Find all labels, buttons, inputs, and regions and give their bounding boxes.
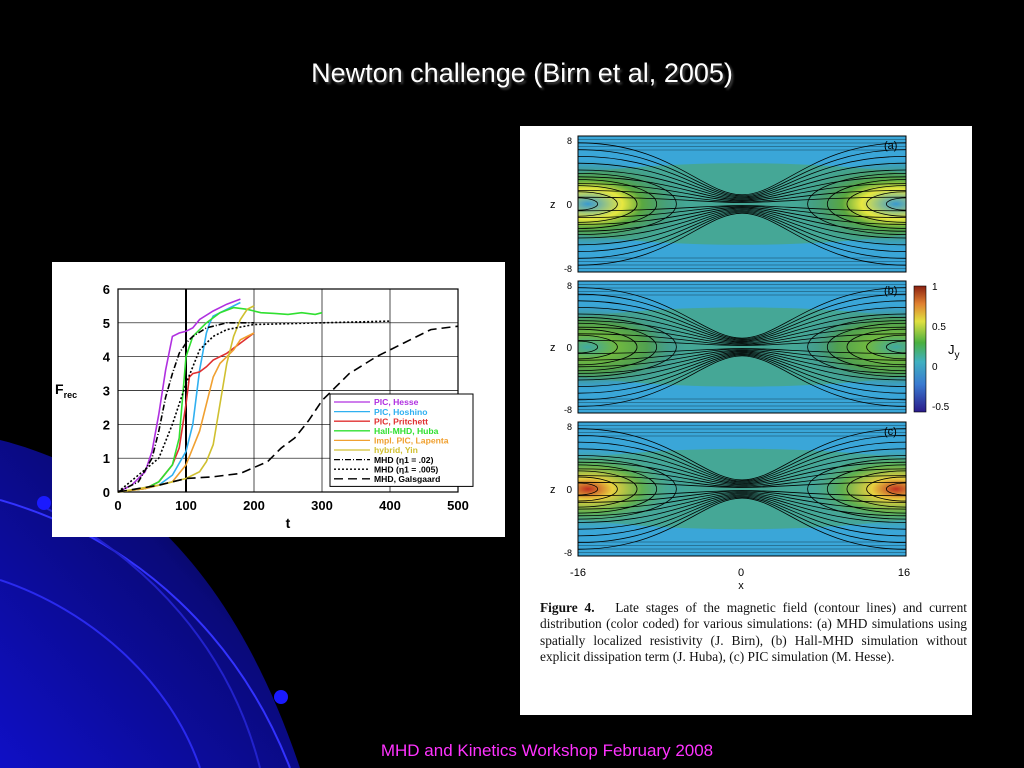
colorbar-tick: 0 [932, 362, 938, 373]
colorbar-tick: 0.5 [932, 322, 946, 333]
colorbar-tick: 1 [932, 282, 938, 293]
y-tick-label: -8 [564, 264, 572, 274]
y-tick-label: -8 [564, 405, 572, 415]
legend-entry: PIC, Pritchett [374, 416, 428, 426]
x-tick-label: 400 [379, 498, 401, 513]
y-tick-label: 5 [103, 316, 110, 331]
slide-title: Newton challenge (Birn et al, 2005) [311, 58, 733, 88]
legend-entry: MHD, Galsgaard [374, 474, 440, 484]
x-axis-label: x [738, 580, 744, 592]
y-tick-label: 0 [566, 200, 572, 211]
x-tick-label: 0 [738, 567, 744, 579]
x-tick-label: 200 [243, 498, 265, 513]
legend-entry: MHD (η1 = .005) [374, 464, 438, 474]
legend-entry: MHD (η1 = .02) [374, 455, 434, 465]
current-distribution-plots: (a) 0 8 -8 z (b) 0 8 -8 z (c) 0 8 -8 z 1 0.5 0 -0.5 Jy… [550, 135, 960, 592]
series-line-4 [117, 306, 323, 493]
series-line-9 [117, 325, 459, 493]
y-tick-label: 8 [567, 136, 572, 146]
y-tick-label: 1 [103, 451, 110, 466]
y-tick-label: 2 [103, 417, 110, 432]
figure-caption-label: Figure 4. [540, 600, 595, 615]
y-tick-label: 4 [103, 350, 111, 365]
y-axis-label-subscript: rec [64, 390, 78, 400]
y-axis-label: z [550, 342, 556, 354]
jy-panel-3: (c) 0 8 -8 z [550, 421, 907, 558]
panel-label: (a) [884, 140, 897, 152]
y-tick-label: 8 [567, 422, 572, 432]
y-tick-label: 8 [567, 281, 572, 291]
y-axis-label: z [550, 199, 556, 211]
colorbar-label: Jy [948, 342, 960, 361]
y-axis-label: z [550, 484, 556, 496]
colorbar-tick: -0.5 [932, 402, 950, 413]
legend-entry: PIC, Hoshino [374, 407, 427, 417]
slide-footer: MHD and Kinetics Workshop February 2008 [380, 741, 714, 760]
x-tick-label: 0 [114, 498, 121, 513]
series-line-8 [117, 320, 391, 493]
colorbar: 1 0.5 0 -0.5 Jy [913, 282, 960, 413]
y-axis-label: Frec [55, 381, 77, 400]
x-tick-label: 16 [898, 567, 910, 579]
y-tick-label: 0 [566, 343, 572, 354]
panel-label: (c) [884, 426, 897, 438]
legend-entry: Hall-MHD, Huba [374, 426, 439, 436]
legend-entry: PIC, Hesse [374, 397, 419, 407]
y-tick-label: 0 [103, 485, 110, 500]
x-tick-label: 100 [175, 498, 197, 513]
jy-panel-2: (b) 0 8 -8 z [550, 280, 907, 415]
x-tick-label: 300 [311, 498, 333, 513]
panel-label: (b) [884, 285, 897, 297]
reconnected-flux-chart-panel: 0 100 200 300 400 500 0 1 2 3 4 5 6 PIC, Hesse PIC, H… [52, 262, 505, 537]
current-distribution-figure: (a) 0 8 -8 z (b) 0 8 -8 z (c) 0 8 -8 z 1 0.5 0 -0.5 Jy… [520, 126, 972, 715]
y-tick-label: 0 [566, 485, 572, 496]
y-tick-label: -8 [564, 548, 572, 558]
legend-entry: hybrid, Yin [374, 445, 418, 455]
y-tick-label: 6 [103, 282, 110, 297]
legend-entry: Impl. PIC, Lapenta [374, 436, 449, 446]
jy-panel-1: (a) 0 8 -8 z [550, 135, 907, 274]
y-tick-label: 3 [103, 384, 110, 399]
figure-caption-text: Late stages of the magnetic field (conto… [540, 600, 968, 665]
figure-caption: Figure 4. Late stages of the magnetic fi… [540, 600, 967, 666]
series-line-7 [117, 321, 254, 493]
x-tick-label: -16 [570, 567, 586, 579]
colorbar-label-subscript: y [955, 350, 960, 361]
x-axis-label: t [286, 515, 291, 531]
x-tick-label: 500 [447, 498, 469, 513]
